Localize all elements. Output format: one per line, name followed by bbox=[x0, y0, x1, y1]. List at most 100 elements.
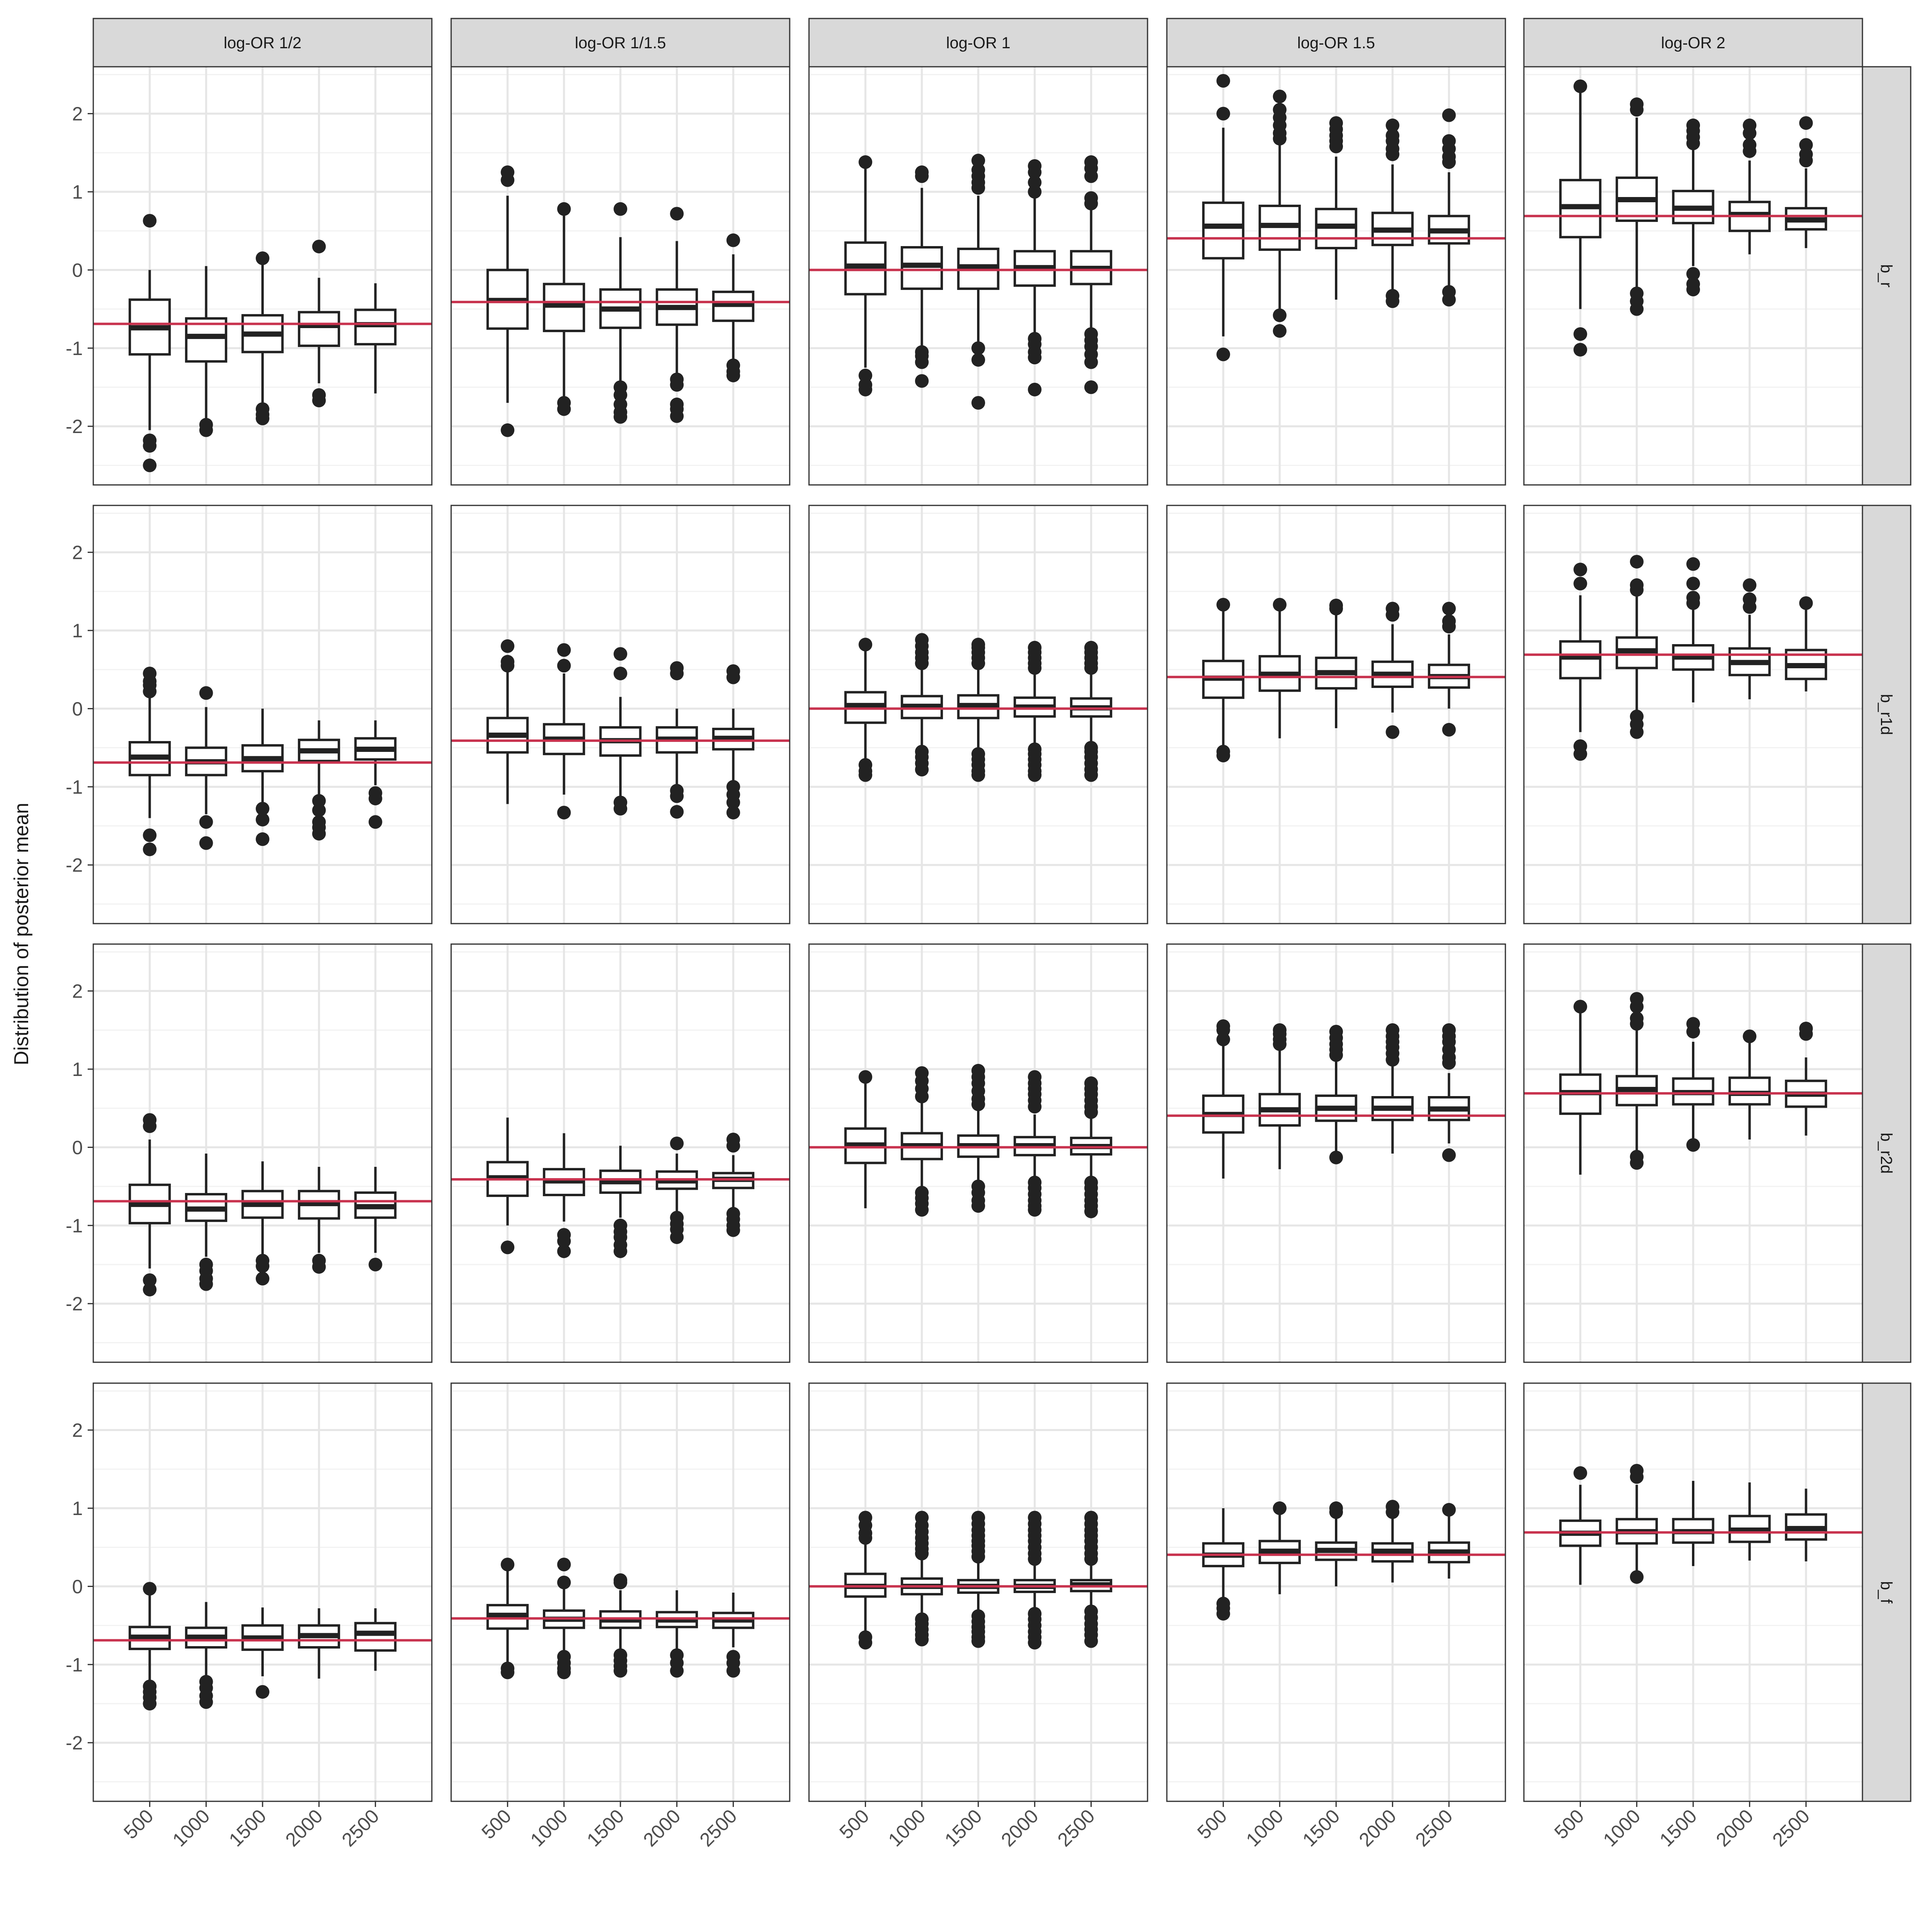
outlier-point bbox=[1386, 1505, 1400, 1519]
x-tick-label: 1000 bbox=[526, 1805, 572, 1851]
outlier-point bbox=[143, 1697, 157, 1711]
panel-border bbox=[1523, 1382, 1863, 1802]
column-strip-background bbox=[450, 18, 790, 68]
box-1000 bbox=[1616, 554, 1658, 739]
panel-border bbox=[808, 943, 1148, 1363]
panel-b-f-log-or-1-1-5 bbox=[450, 1382, 790, 1802]
row-strip-label: b_f bbox=[1877, 1581, 1895, 1603]
box-1000 bbox=[185, 1602, 228, 1709]
outlier-point bbox=[143, 458, 157, 472]
outlier-point bbox=[1573, 343, 1587, 357]
box-1000 bbox=[901, 633, 943, 777]
outlier-point bbox=[256, 832, 269, 846]
panel-border bbox=[1166, 505, 1506, 924]
box-2500 bbox=[712, 664, 755, 819]
box-2500 bbox=[712, 1592, 755, 1678]
box-1000 bbox=[185, 1153, 228, 1291]
box-body bbox=[185, 317, 228, 363]
y-tick-label: 1 bbox=[72, 1059, 83, 1080]
x-tick-label: 1000 bbox=[1599, 1805, 1645, 1851]
panel-b-r1d-log-or-1-2 bbox=[92, 505, 433, 924]
box-500 bbox=[128, 666, 171, 856]
y-tick-label: -1 bbox=[66, 1655, 83, 1676]
panel-border bbox=[808, 1382, 1148, 1802]
column-strip-log-or-1-5: log-OR 1.5 bbox=[1166, 18, 1506, 68]
outlier-point bbox=[1686, 1025, 1700, 1039]
box-1500 bbox=[599, 202, 642, 424]
outlier-point bbox=[1084, 1552, 1098, 1566]
outlier-point bbox=[1028, 1203, 1042, 1217]
outlier-point bbox=[143, 684, 157, 698]
outlier-point bbox=[726, 1139, 740, 1153]
column-strip-background bbox=[1166, 18, 1506, 68]
panel-border bbox=[808, 505, 1148, 924]
panel-border bbox=[450, 505, 790, 924]
panel-b-r2d-log-or-1 bbox=[808, 943, 1148, 1363]
panel-b-r-log-or-1 bbox=[808, 66, 1148, 486]
y-tick-label: 2 bbox=[72, 1420, 83, 1441]
panel-b-r2d-log-or-1-5 bbox=[1166, 943, 1506, 1363]
outlier-point bbox=[1573, 1000, 1587, 1014]
panel-border bbox=[92, 505, 433, 924]
outlier-point bbox=[143, 1582, 157, 1596]
outlier-point bbox=[1329, 602, 1343, 616]
panel-b-r-log-or-1-5 bbox=[1166, 66, 1506, 486]
outlier-point bbox=[143, 439, 157, 453]
outlier-point bbox=[557, 1234, 571, 1248]
box-1000 bbox=[1259, 597, 1301, 739]
outlier-point bbox=[1216, 1607, 1230, 1621]
x-tick-label: 500 bbox=[478, 1805, 515, 1843]
column-strip-label: log-OR 1 bbox=[946, 34, 1010, 52]
outlier-point bbox=[501, 1557, 515, 1571]
box-500 bbox=[486, 165, 529, 437]
box-1500 bbox=[241, 1161, 284, 1285]
panel-border bbox=[1523, 943, 1863, 1363]
box-2500 bbox=[354, 1608, 397, 1671]
row-strip-background bbox=[1862, 505, 1912, 924]
y-tick-label: -2 bbox=[66, 1293, 83, 1315]
outlier-point bbox=[1216, 74, 1230, 88]
y-tick-label: -2 bbox=[66, 855, 83, 876]
outlier-point bbox=[1028, 1100, 1042, 1114]
outlier-point bbox=[1084, 768, 1098, 782]
y-tick-label: 2 bbox=[72, 981, 83, 1002]
outlier-point bbox=[368, 791, 382, 805]
box-2000 bbox=[1728, 578, 1771, 700]
outlier-point bbox=[1329, 1505, 1343, 1519]
column-strip-log-or-1-1-5: log-OR 1/1.5 bbox=[450, 18, 790, 68]
box-2500 bbox=[1428, 1503, 1470, 1579]
panel-b-r-log-or-1-2 bbox=[92, 66, 433, 486]
outlier-point bbox=[971, 1199, 985, 1213]
x-tick-label: 2500 bbox=[1411, 1805, 1457, 1851]
box-1500 bbox=[241, 708, 284, 846]
x-tick-label: 500 bbox=[836, 1805, 873, 1843]
outlier-point bbox=[557, 1557, 571, 1571]
outlier-point bbox=[858, 155, 873, 169]
panel-border bbox=[1166, 66, 1506, 486]
outlier-point bbox=[501, 423, 515, 437]
box-2500 bbox=[1070, 155, 1113, 394]
outlier-point bbox=[1799, 138, 1813, 152]
panel-border bbox=[450, 1382, 790, 1802]
outlier-point bbox=[1442, 108, 1456, 122]
outlier-point bbox=[143, 1273, 157, 1287]
y-tick-label: -1 bbox=[66, 338, 83, 359]
box-2000 bbox=[1371, 118, 1414, 308]
box-body bbox=[1559, 640, 1601, 680]
outlier-point bbox=[1386, 147, 1400, 161]
column-strip-label: log-OR 2 bbox=[1661, 34, 1725, 52]
outlier-point bbox=[915, 1632, 929, 1647]
outlier-point bbox=[1273, 324, 1287, 338]
outlier-point bbox=[1799, 596, 1813, 610]
outlier-point bbox=[1630, 554, 1644, 569]
outlier-point bbox=[312, 240, 326, 254]
panel-border bbox=[92, 943, 433, 1363]
box-1000 bbox=[1259, 1023, 1301, 1169]
box-1500 bbox=[1315, 598, 1357, 729]
outlier-point bbox=[1630, 1470, 1644, 1484]
outlier-point bbox=[1743, 126, 1757, 140]
outlier-point bbox=[256, 1685, 269, 1699]
outlier-point bbox=[1084, 169, 1098, 183]
box-2500 bbox=[1428, 1023, 1470, 1162]
outlier-point bbox=[1573, 577, 1587, 591]
